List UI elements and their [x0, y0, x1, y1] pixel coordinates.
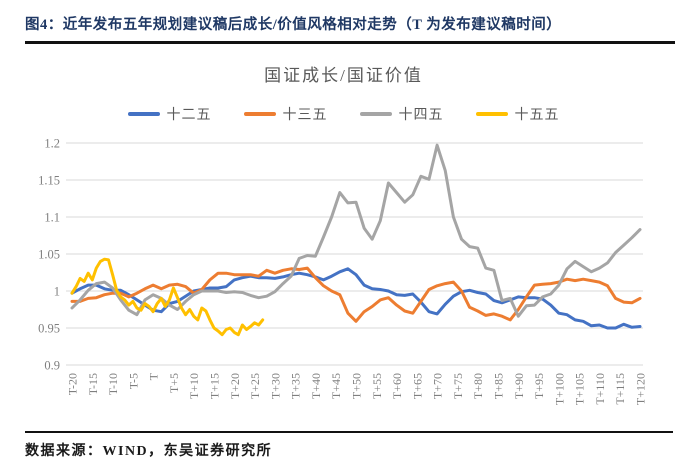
x-axis-label: T+45 — [329, 373, 343, 399]
legend-swatch-15th-plan — [475, 112, 508, 116]
legend-label: 十四五 — [398, 108, 444, 123]
legend-label: 十五五 — [514, 108, 560, 123]
x-axis-label: T+85 — [492, 373, 506, 399]
x-axis-label: T+35 — [289, 373, 303, 399]
x-axis-label: T+65 — [410, 373, 424, 399]
x-axis-label: T+60 — [390, 373, 404, 399]
legend-swatch-14th-plan — [359, 112, 392, 116]
legend-label: 十二五 — [166, 108, 212, 123]
y-axis-label: 1.2 — [44, 137, 60, 151]
chart-legend: 十二五 十三五 十四五 十五五 — [0, 104, 687, 124]
legend-item-14th-plan: 十四五 — [359, 104, 444, 124]
x-axis-label: T+75 — [451, 373, 465, 399]
legend-swatch-12th-plan — [127, 112, 160, 116]
x-axis-label: T+15 — [208, 373, 222, 399]
x-axis-label: T+55 — [370, 373, 384, 399]
x-axis-label: T+5 — [167, 373, 181, 393]
x-axis-label: T+80 — [471, 373, 485, 399]
x-axis-label: T-15 — [86, 373, 100, 395]
x-axis-label: T-10 — [106, 373, 120, 395]
series-line-1 — [70, 266, 642, 323]
x-axis-label: T+120 — [634, 373, 648, 405]
caption-divider — [25, 41, 675, 44]
legend-item-13th-plan: 十三五 — [243, 104, 328, 124]
y-axis-label: 1.15 — [38, 174, 60, 188]
x-axis-label: T+105 — [573, 373, 587, 405]
legend-item-12th-plan: 十二五 — [127, 104, 212, 124]
x-axis-label: T+40 — [309, 373, 323, 399]
y-axis-label: 0.95 — [38, 322, 60, 336]
legend-swatch-13th-plan — [243, 112, 276, 116]
x-axis-label: T+90 — [512, 373, 526, 399]
x-axis-label: T+20 — [228, 373, 242, 399]
x-axis-label: T+50 — [350, 373, 364, 399]
x-axis-label: T+25 — [248, 373, 262, 399]
series-line-3 — [70, 257, 265, 337]
data-source-note: 数据来源：WIND，东吴证券研究所 — [25, 444, 273, 459]
x-axis-label: T+70 — [431, 373, 445, 399]
x-axis-label: T+95 — [532, 373, 546, 399]
chart-title: 国证成长/国证价值 — [264, 66, 423, 85]
x-axis-label: T — [147, 372, 161, 380]
legend-label: 十三五 — [282, 108, 328, 123]
y-axis-label: 1.05 — [38, 248, 60, 262]
x-axis-label: T+110 — [593, 373, 607, 405]
y-axis-label: 1 — [54, 285, 60, 299]
x-axis-label: T+100 — [552, 373, 566, 405]
figure-caption: 图4：近年发布五年规划建议稿后成长/价值风格相对走势（T 为发布建议稿时间） — [25, 17, 562, 33]
y-axis-label: 1.1 — [44, 211, 60, 225]
footer-divider — [25, 431, 673, 433]
legend-item-15th-plan: 十五五 — [475, 104, 560, 124]
x-axis-label: T-5 — [126, 373, 140, 389]
x-axis-label: T+115 — [613, 373, 627, 405]
y-axis-label: 0.9 — [44, 359, 60, 373]
x-axis-label: T-20 — [66, 373, 80, 395]
x-axis-label: T+10 — [187, 373, 201, 399]
x-axis-label: T+30 — [268, 373, 282, 399]
